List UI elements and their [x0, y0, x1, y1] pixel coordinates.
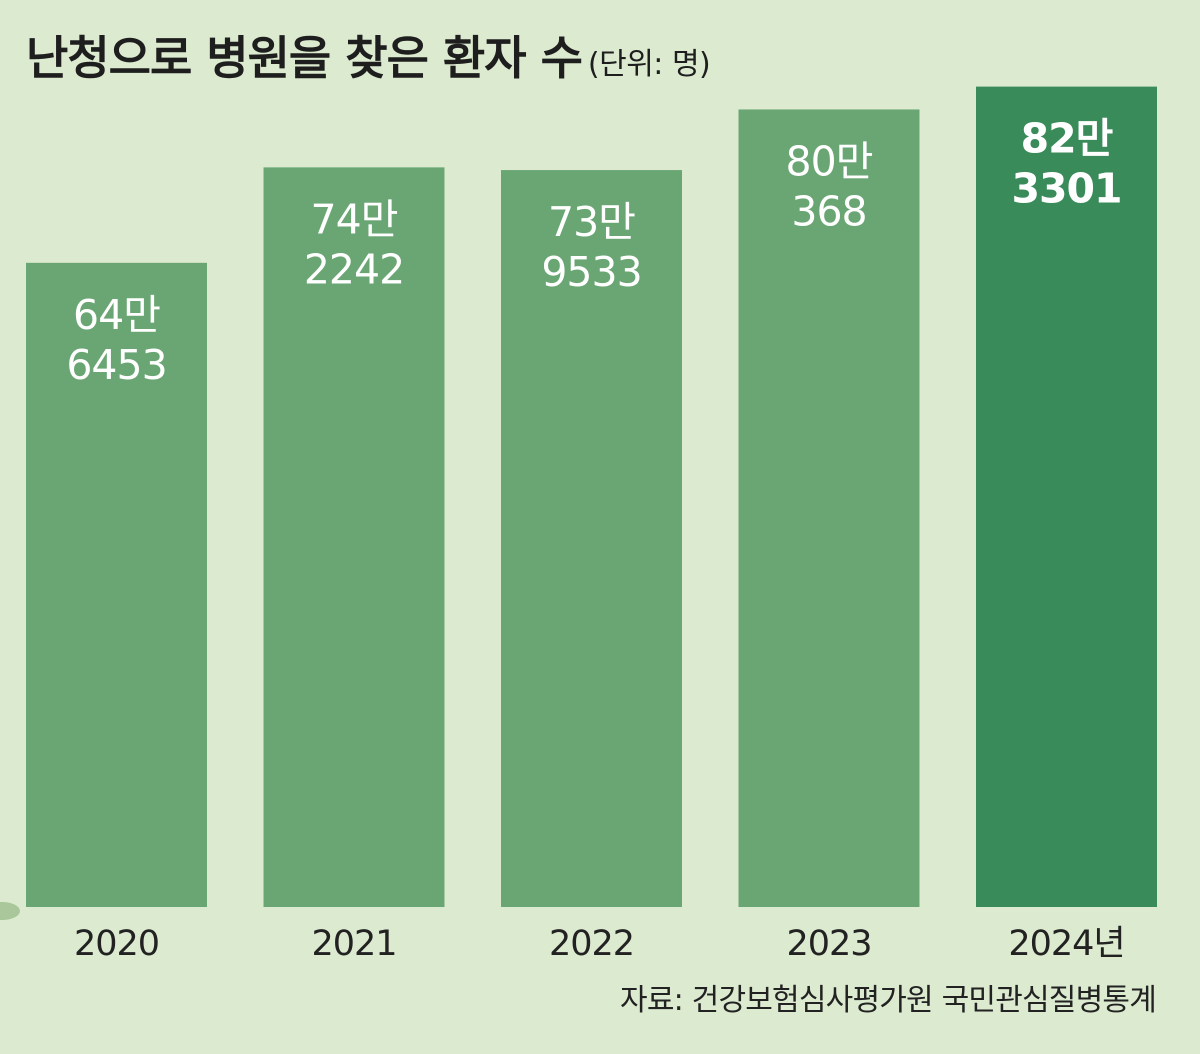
- title-row: 난청으로 병원을 찾은 환자 수 (단위: 명): [26, 22, 711, 88]
- value-label-2023-line2: 368: [791, 187, 866, 235]
- value-label-2020-line1: 64만: [73, 291, 160, 339]
- bar-2021: [263, 167, 445, 907]
- value-label-2021-line1: 74만: [311, 195, 398, 243]
- unit-note: (단위: 명): [587, 47, 711, 82]
- source-note: 자료: 건강보험심사평가원 국민관심질병통계: [620, 983, 1157, 1018]
- x-tick-label-2024년: 2024년: [1008, 924, 1124, 964]
- decorative-leaf-shape: [0, 902, 20, 920]
- value-label-2024년-line1: 82만: [1021, 115, 1113, 163]
- bar-2022: [501, 170, 682, 907]
- value-label-2022-line1: 73만: [548, 198, 635, 246]
- x-tick-label-2023: 2023: [786, 924, 871, 964]
- value-label-2024년-line2: 3301: [1011, 165, 1121, 213]
- bar-2023: [738, 109, 920, 907]
- x-tick-label-2021: 2021: [311, 924, 396, 964]
- chart-title: 난청으로 병원을 찾은 환자 수: [26, 31, 583, 85]
- x-tick-label-2020: 2020: [74, 924, 159, 964]
- value-label-2022-line2: 9533: [541, 248, 641, 296]
- x-tick-label-2022: 2022: [549, 924, 634, 964]
- bar-2020: [26, 262, 207, 907]
- value-label-2020-line2: 6453: [66, 341, 166, 389]
- value-label-2021-line2: 2242: [304, 245, 404, 293]
- value-label-2023-line1: 80만: [786, 137, 873, 185]
- bar-2024년: [976, 86, 1157, 908]
